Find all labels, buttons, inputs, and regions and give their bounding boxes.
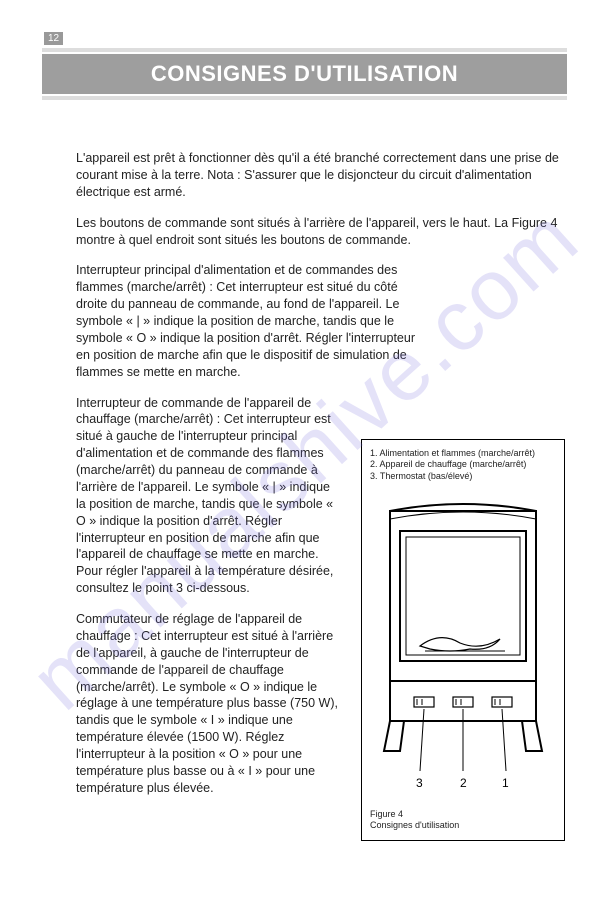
- figure-label-2: 2: [460, 776, 467, 790]
- figure-box: 1. Alimentation et flammes (marche/arrêt…: [361, 439, 565, 841]
- page-title: CONSIGNES D'UTILISATION: [151, 61, 458, 87]
- legend-item-3: 3. Thermostat (bas/élevé): [370, 471, 556, 483]
- figure-legend: 1. Alimentation et flammes (marche/arrêt…: [370, 448, 556, 483]
- stove-diagram: 3 2 1: [370, 491, 556, 801]
- para-intro: L'appareil est prêt à fonctionner dès qu…: [76, 150, 565, 201]
- para-controls-location: Les boutons de commande sont situés à l'…: [76, 215, 565, 249]
- figure-caption-title: Figure 4: [370, 809, 556, 821]
- para-main-switch: Interrupteur principal d'alimentation et…: [76, 262, 416, 380]
- page: 12 CONSIGNES D'UTILISATION manualshive.c…: [0, 0, 609, 918]
- para-heater-switch: Interrupteur de commande de l'appareil d…: [76, 395, 342, 598]
- figure-caption: Figure 4 Consignes d'utilisation: [370, 809, 556, 832]
- para-thermostat: Commutateur de réglage de l'appareil de …: [76, 611, 342, 797]
- legend-item-1: 1. Alimentation et flammes (marche/arrêt…: [370, 448, 556, 460]
- legend-item-2: 2. Appareil de chauffage (marche/arrêt): [370, 459, 556, 471]
- divider-top: [42, 48, 567, 52]
- title-bar: CONSIGNES D'UTILISATION: [42, 54, 567, 94]
- content-area: L'appareil est prêt à fonctionner dès qu…: [76, 150, 565, 811]
- figure-label-1: 1: [502, 776, 509, 790]
- page-number: 12: [44, 32, 63, 45]
- divider-bottom: [42, 96, 567, 100]
- left-column: Interrupteur de commande de l'appareil d…: [76, 395, 342, 797]
- figure-label-3: 3: [416, 776, 423, 790]
- figure-caption-text: Consignes d'utilisation: [370, 820, 556, 832]
- two-column-area: Interrupteur de commande de l'appareil d…: [76, 395, 565, 797]
